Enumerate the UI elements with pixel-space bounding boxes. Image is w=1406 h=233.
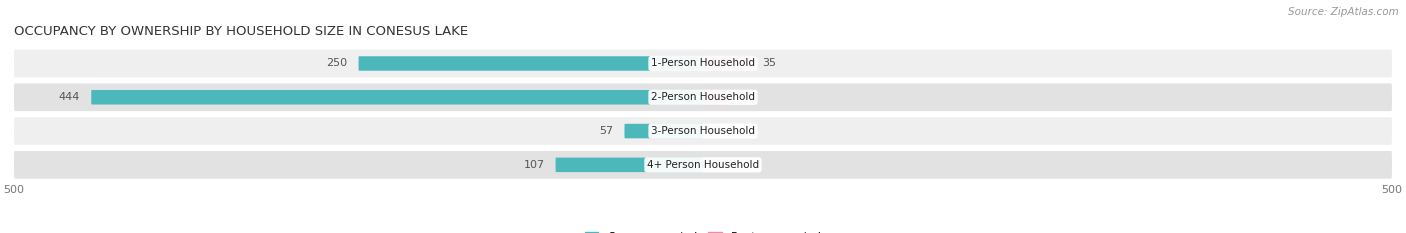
- FancyBboxPatch shape: [91, 90, 703, 105]
- Text: 2-Person Household: 2-Person Household: [651, 92, 755, 102]
- Text: 444: 444: [59, 92, 80, 102]
- Text: 3-Person Household: 3-Person Household: [651, 126, 755, 136]
- Text: 35: 35: [762, 58, 776, 69]
- Text: 57: 57: [599, 126, 613, 136]
- FancyBboxPatch shape: [703, 90, 727, 105]
- FancyBboxPatch shape: [14, 83, 1392, 111]
- FancyBboxPatch shape: [14, 117, 1392, 145]
- Text: 0: 0: [714, 126, 721, 136]
- FancyBboxPatch shape: [703, 56, 751, 71]
- FancyBboxPatch shape: [555, 158, 703, 172]
- Text: OCCUPANCY BY OWNERSHIP BY HOUSEHOLD SIZE IN CONESUS LAKE: OCCUPANCY BY OWNERSHIP BY HOUSEHOLD SIZE…: [14, 25, 468, 38]
- Text: 250: 250: [326, 58, 347, 69]
- FancyBboxPatch shape: [14, 151, 1392, 179]
- Text: 1-Person Household: 1-Person Household: [651, 58, 755, 69]
- FancyBboxPatch shape: [14, 50, 1392, 77]
- FancyBboxPatch shape: [624, 124, 703, 138]
- Text: 0: 0: [714, 160, 721, 170]
- Text: 17: 17: [738, 92, 752, 102]
- Text: 107: 107: [523, 160, 544, 170]
- Text: Source: ZipAtlas.com: Source: ZipAtlas.com: [1288, 7, 1399, 17]
- FancyBboxPatch shape: [359, 56, 703, 71]
- Legend: Owner-occupied, Renter-occupied: Owner-occupied, Renter-occupied: [581, 227, 825, 233]
- Text: 4+ Person Household: 4+ Person Household: [647, 160, 759, 170]
